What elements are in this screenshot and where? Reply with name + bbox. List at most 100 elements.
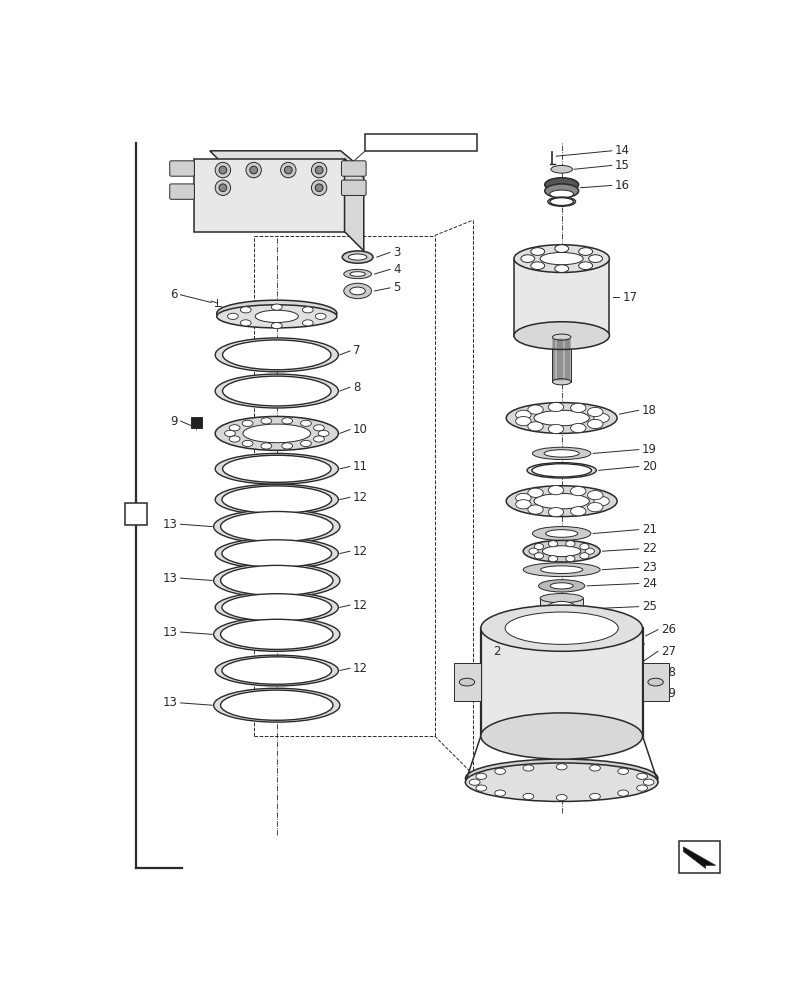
Polygon shape [209, 151, 363, 170]
Ellipse shape [532, 447, 590, 460]
Ellipse shape [554, 265, 568, 272]
Ellipse shape [221, 486, 331, 513]
Ellipse shape [522, 793, 533, 800]
Ellipse shape [494, 790, 505, 796]
Text: 2: 2 [493, 645, 500, 658]
Ellipse shape [587, 491, 603, 500]
Text: 8: 8 [353, 381, 360, 394]
Circle shape [246, 162, 261, 178]
Ellipse shape [475, 785, 486, 791]
Ellipse shape [465, 763, 657, 801]
Ellipse shape [534, 410, 589, 426]
Ellipse shape [343, 283, 371, 299]
Text: 26: 26 [660, 623, 676, 636]
Polygon shape [194, 158, 344, 232]
Ellipse shape [570, 403, 586, 413]
Ellipse shape [350, 287, 365, 295]
Ellipse shape [617, 768, 628, 774]
Ellipse shape [544, 178, 578, 192]
Ellipse shape [539, 252, 582, 265]
Text: 25: 25 [641, 600, 656, 613]
Ellipse shape [242, 424, 311, 443]
Ellipse shape [475, 773, 486, 779]
Ellipse shape [480, 713, 642, 759]
Text: 12: 12 [353, 545, 367, 558]
Ellipse shape [494, 768, 505, 774]
Ellipse shape [215, 338, 338, 372]
Ellipse shape [240, 320, 251, 326]
Ellipse shape [222, 340, 331, 370]
Circle shape [284, 166, 292, 174]
Ellipse shape [343, 269, 371, 279]
Ellipse shape [348, 254, 367, 260]
Ellipse shape [527, 488, 543, 497]
Text: 27: 27 [660, 645, 676, 658]
Ellipse shape [550, 583, 573, 589]
Ellipse shape [547, 424, 563, 434]
Ellipse shape [540, 566, 582, 573]
Ellipse shape [589, 765, 599, 771]
Text: 1: 1 [131, 508, 139, 521]
Ellipse shape [318, 430, 328, 436]
Text: 21: 21 [641, 523, 656, 536]
Ellipse shape [530, 248, 544, 255]
Ellipse shape [623, 671, 630, 675]
FancyBboxPatch shape [480, 628, 642, 736]
Polygon shape [344, 158, 363, 251]
Ellipse shape [222, 376, 331, 406]
Ellipse shape [215, 416, 338, 450]
Ellipse shape [341, 251, 372, 263]
FancyBboxPatch shape [125, 503, 147, 525]
Ellipse shape [513, 322, 609, 349]
Ellipse shape [554, 245, 568, 252]
Ellipse shape [313, 436, 324, 442]
FancyBboxPatch shape [679, 841, 719, 873]
Ellipse shape [538, 580, 584, 592]
Ellipse shape [593, 413, 608, 423]
Ellipse shape [213, 688, 340, 722]
Ellipse shape [578, 262, 592, 270]
Circle shape [281, 162, 296, 178]
Text: 15: 15 [614, 159, 629, 172]
Ellipse shape [225, 430, 235, 436]
Ellipse shape [528, 548, 538, 554]
Ellipse shape [515, 416, 530, 426]
Ellipse shape [513, 245, 609, 272]
FancyBboxPatch shape [191, 417, 202, 428]
Ellipse shape [616, 686, 622, 690]
Ellipse shape [215, 453, 338, 484]
Ellipse shape [530, 262, 544, 270]
Text: 35.352.AL (02): 35.352.AL (02) [375, 136, 467, 149]
Text: 10: 10 [353, 423, 367, 436]
Ellipse shape [215, 592, 338, 623]
Ellipse shape [215, 655, 338, 686]
Text: 16: 16 [614, 179, 629, 192]
FancyBboxPatch shape [169, 161, 194, 176]
Text: 13: 13 [162, 626, 178, 639]
Ellipse shape [515, 493, 530, 503]
Ellipse shape [534, 553, 543, 559]
Ellipse shape [570, 507, 586, 516]
FancyBboxPatch shape [453, 663, 480, 701]
Ellipse shape [630, 651, 638, 656]
Ellipse shape [505, 486, 616, 517]
Text: 12: 12 [353, 662, 367, 675]
Text: 13: 13 [162, 518, 178, 531]
Text: 11: 11 [353, 460, 367, 473]
Ellipse shape [556, 764, 566, 770]
Text: 29: 29 [660, 687, 676, 700]
Ellipse shape [585, 548, 594, 554]
Ellipse shape [300, 440, 311, 447]
Ellipse shape [255, 310, 298, 323]
Circle shape [219, 184, 226, 192]
Ellipse shape [550, 165, 572, 173]
Ellipse shape [647, 678, 663, 686]
Text: 17: 17 [622, 291, 637, 304]
Circle shape [250, 166, 257, 174]
Ellipse shape [547, 197, 575, 206]
Ellipse shape [215, 484, 338, 515]
Text: 22: 22 [641, 542, 656, 555]
Text: 18: 18 [641, 404, 656, 417]
Ellipse shape [636, 773, 646, 779]
Ellipse shape [570, 423, 586, 433]
